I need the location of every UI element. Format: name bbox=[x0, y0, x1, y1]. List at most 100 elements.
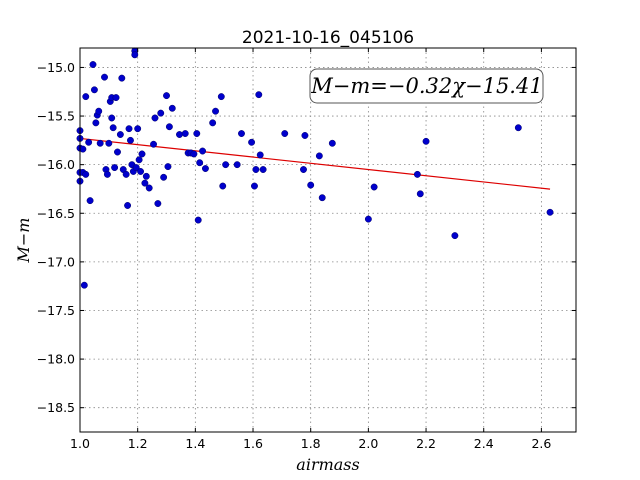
data-point bbox=[416, 190, 424, 198]
data-point bbox=[546, 208, 554, 216]
data-point bbox=[160, 173, 168, 181]
data-point bbox=[194, 216, 202, 224]
x-axis-label: airmass bbox=[296, 455, 359, 474]
y-tick-label: −17.0 bbox=[37, 254, 75, 269]
grid-lines bbox=[79, 48, 576, 432]
data-point bbox=[219, 182, 227, 190]
data-point bbox=[209, 119, 217, 127]
data-point bbox=[181, 130, 189, 137]
data-point bbox=[96, 139, 104, 147]
data-point bbox=[138, 150, 146, 158]
data-point bbox=[281, 130, 289, 137]
data-point bbox=[315, 152, 323, 160]
data-point bbox=[165, 123, 173, 131]
data-point bbox=[248, 138, 256, 146]
data-point bbox=[157, 109, 165, 117]
data-point bbox=[413, 170, 421, 178]
x-tick-label: 2.2 bbox=[416, 436, 436, 451]
data-point bbox=[176, 131, 183, 138]
data-point bbox=[90, 86, 98, 94]
x-tick-label: 1.6 bbox=[243, 436, 263, 451]
data-point bbox=[199, 147, 207, 155]
data-point bbox=[124, 202, 132, 209]
data-point bbox=[79, 145, 87, 153]
data-point bbox=[86, 197, 94, 205]
data-point bbox=[135, 156, 143, 164]
data-point bbox=[112, 94, 120, 102]
fit-line bbox=[79, 137, 551, 190]
y-tick-labels: −15.0 −15.5 −16.0 −16.5 −17.0 −17.5 −18.0 −18.5 bbox=[37, 60, 75, 415]
data-point bbox=[300, 166, 307, 173]
data-point bbox=[422, 137, 430, 145]
data-point bbox=[301, 132, 309, 139]
data-point bbox=[168, 104, 176, 112]
data-point bbox=[80, 281, 88, 289]
x-tick-label: 1.2 bbox=[128, 436, 148, 451]
data-point bbox=[116, 131, 124, 138]
data-point bbox=[95, 107, 103, 115]
data-point bbox=[259, 166, 267, 173]
y-tick-label: −15.0 bbox=[37, 60, 75, 75]
x-tick-label: 2.6 bbox=[531, 436, 551, 451]
data-point bbox=[251, 182, 258, 190]
data-point bbox=[134, 125, 142, 133]
x-tick-label: 2.0 bbox=[358, 436, 378, 451]
data-point bbox=[328, 139, 336, 147]
data-point bbox=[233, 161, 241, 169]
fit-equation-box: M−m=−0.32χ−15.41 bbox=[309, 68, 544, 104]
axis-ticks bbox=[79, 48, 576, 432]
data-point bbox=[201, 165, 209, 172]
data-point bbox=[141, 179, 149, 187]
y-tick-label: −15.5 bbox=[37, 109, 75, 124]
data-point bbox=[163, 92, 170, 100]
data-point bbox=[108, 114, 116, 122]
data-point bbox=[132, 164, 140, 172]
data-point bbox=[451, 232, 459, 240]
data-point bbox=[370, 183, 378, 191]
data-point bbox=[252, 166, 260, 173]
y-tick-label: −17.5 bbox=[37, 303, 75, 318]
data-point bbox=[190, 150, 198, 158]
data-point bbox=[114, 148, 121, 156]
data-point bbox=[82, 170, 90, 178]
y-tick-label: −18.0 bbox=[37, 352, 75, 367]
y-tick-label: −18.5 bbox=[37, 400, 75, 415]
data-point bbox=[122, 170, 130, 178]
data-point bbox=[82, 93, 90, 101]
plot-frame bbox=[79, 47, 577, 433]
plot-area-background bbox=[80, 48, 576, 432]
data-point bbox=[307, 181, 315, 189]
data-point bbox=[145, 184, 153, 192]
data-point bbox=[85, 138, 93, 146]
data-point bbox=[150, 140, 157, 148]
data-point bbox=[222, 161, 230, 169]
y-axis-label: M−m bbox=[14, 218, 33, 264]
x-tick-label: 1.0 bbox=[70, 436, 90, 451]
data-point bbox=[125, 125, 133, 133]
data-point bbox=[514, 124, 522, 132]
data-point bbox=[238, 130, 245, 137]
fit-line-group bbox=[79, 137, 551, 190]
data-point bbox=[256, 151, 264, 159]
fit-equation-frame bbox=[309, 68, 544, 104]
x-tick-label: 1.4 bbox=[185, 436, 205, 451]
data-point bbox=[111, 164, 119, 172]
y-tick-label: −16.0 bbox=[37, 157, 75, 172]
data-point bbox=[255, 91, 263, 99]
data-point bbox=[217, 93, 225, 101]
data-point bbox=[151, 114, 159, 122]
data-points bbox=[76, 47, 554, 289]
data-point bbox=[101, 73, 108, 81]
data-point bbox=[89, 61, 97, 68]
x-tick-labels: 1.0 1.2 1.4 1.6 1.8 2.0 2.2 2.4 2.6 bbox=[70, 436, 551, 451]
data-point bbox=[118, 74, 126, 82]
data-point bbox=[105, 139, 113, 147]
data-point bbox=[154, 200, 162, 207]
x-tick-label: 2.4 bbox=[474, 436, 494, 451]
data-point bbox=[131, 51, 139, 59]
fit-equation-text: M−m=−0.32χ−15.41 bbox=[310, 74, 542, 98]
data-point bbox=[196, 159, 204, 167]
data-point bbox=[364, 215, 372, 223]
data-point bbox=[127, 136, 134, 144]
